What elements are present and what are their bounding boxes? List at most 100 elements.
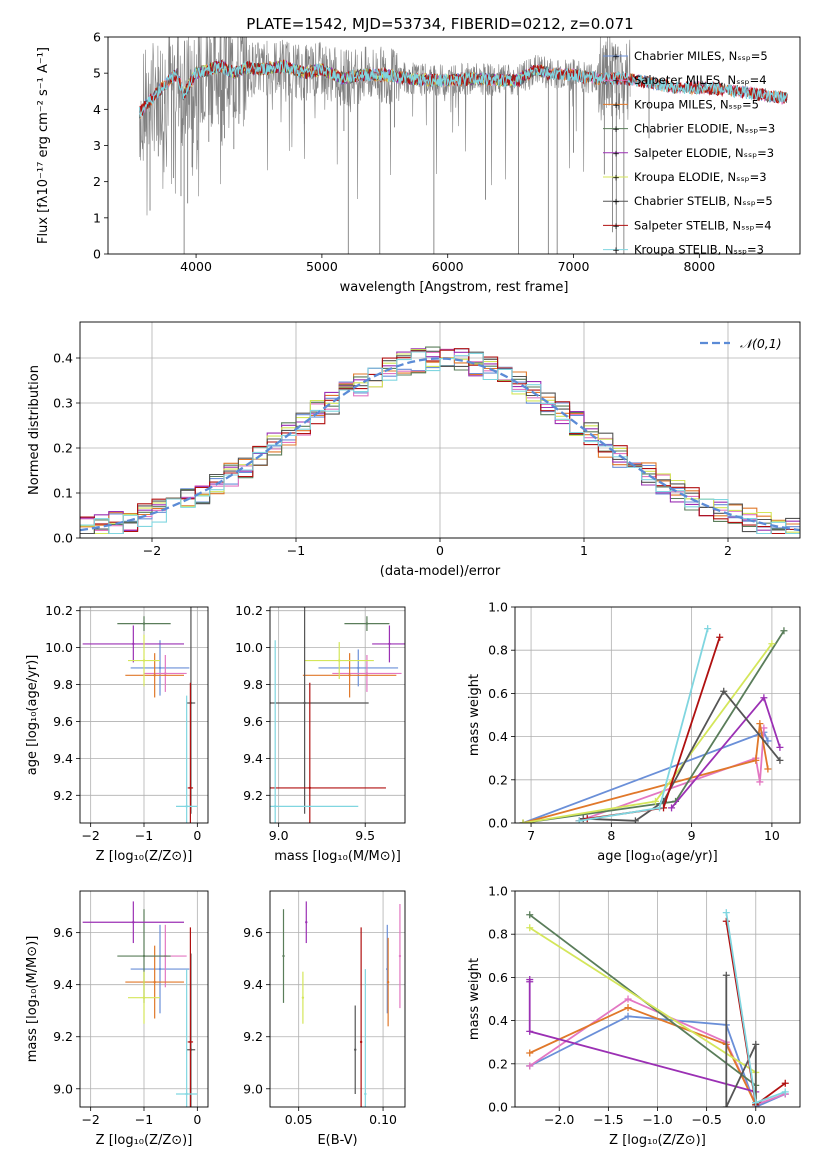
data-point-salpeter-stelib <box>359 1040 363 1044</box>
series-line-kroupa-stelib <box>579 628 709 822</box>
series-marker <box>704 625 712 633</box>
legend-marker: + <box>612 198 620 208</box>
mass-weight-vs-age-plot-area <box>519 625 788 823</box>
x-tick-label: 8000 <box>683 259 715 274</box>
y-axis-label: Flux [fλ10⁻¹⁷ erg cm⁻² s⁻¹ A⁻¹] <box>36 47 51 244</box>
legend-marker: + <box>612 101 620 111</box>
series-line-salpeter-miles <box>578 727 765 822</box>
y-tick-label: 3 <box>93 138 101 153</box>
axes-frame <box>79 321 801 539</box>
y-tick-label: 2 <box>93 174 101 189</box>
data-point-salpeter-elodie <box>132 642 135 646</box>
axes-frame <box>79 890 209 1108</box>
series-marker <box>519 819 527 823</box>
observed-spectrum <box>139 37 631 216</box>
mass-vs-ebv-panel: 0.05 0.10 9.0 9.2 9.4 9.6 E(B-V) <box>243 890 406 1148</box>
x-tick-label: 9.5 <box>355 828 375 843</box>
histogram-salpeter-miles <box>80 348 800 535</box>
y-tick-label: 10.2 <box>45 603 73 618</box>
legend-label: Chabrier MILES, Nₛₛₚ=5 <box>634 49 768 63</box>
data-point-kroupa-miles <box>153 980 156 984</box>
series-line-salpeter-elodie <box>528 979 757 1093</box>
series-line-kroupa-elodie <box>529 926 757 1105</box>
data-point-chabrier-stelib <box>303 701 306 705</box>
y-tick-label: 9.4 <box>243 751 263 766</box>
x-tick-label: −0.5 <box>691 1112 721 1127</box>
x-tick-label: −2 <box>81 828 99 843</box>
series-marker <box>631 817 639 823</box>
model-spectrum-kroupa-stelib <box>138 60 788 118</box>
age-vs-z-plot-area <box>82 607 198 823</box>
x-tick-label: −2 <box>81 1112 99 1127</box>
legend-marker: + <box>612 222 620 232</box>
spectrum-plot-area <box>138 37 788 254</box>
data-point-salpeter-elodie <box>388 642 391 646</box>
y-axis-label: age [log₁₀(age/yr)] <box>25 655 40 776</box>
legend-label: Kroupa ELODIE, Nₛₛₚ=3 <box>634 170 767 184</box>
data-point-salpeter-elodie <box>305 921 308 924</box>
series-marker <box>716 633 724 641</box>
x-tick-label: 6000 <box>432 259 464 274</box>
x-tick-label: −1.5 <box>593 1112 623 1127</box>
series-marker <box>526 911 534 919</box>
series-marker <box>624 1004 632 1012</box>
series-marker <box>722 917 730 925</box>
y-tick-label: 9.6 <box>243 714 263 729</box>
series-marker <box>776 743 784 751</box>
y-tick-label: 0.0 <box>488 1100 508 1115</box>
x-axis-label: mass [log₁₀(M/M⊙)] <box>274 849 401 864</box>
series-marker <box>526 924 534 932</box>
data-point-chabrier-elodie <box>142 622 146 625</box>
x-tick-label: 2 <box>724 543 732 558</box>
series-marker <box>722 1103 730 1107</box>
legend-marker: + <box>612 246 620 256</box>
x-tick-label: 0 <box>193 1112 201 1127</box>
series-marker <box>760 694 768 702</box>
y-tick-label: 0.1 <box>53 486 73 501</box>
normal-curve <box>80 357 800 532</box>
y-tick-label: 9.6 <box>53 925 73 940</box>
y-tick-label: 9.4 <box>243 977 263 992</box>
y-tick-label: 9.6 <box>243 925 263 940</box>
x-axis-label: Z [log₁₀(Z/Z⊙)] <box>96 1133 193 1148</box>
y-tick-label: 0.4 <box>488 729 508 744</box>
series-marker <box>624 1012 632 1020</box>
x-tick-label: 8 <box>607 828 615 843</box>
data-point-kroupa-elodie <box>142 659 146 662</box>
mass-weight-vs-z-panel: −2.0 −1.5 −1.0 −0.5 0.0 0.0 0.2 0.4 0.6 0.8 1.0 Z [… <box>467 884 801 1148</box>
series-marker <box>780 627 788 635</box>
legend-label: Kroupa STELIB, Nₛₛₚ=3 <box>634 243 764 257</box>
x-tick-label: −1 <box>135 1112 153 1127</box>
series-marker <box>752 1099 760 1107</box>
y-tick-label: 1.0 <box>488 600 508 615</box>
mass-vs-ebv-plot-area <box>282 901 402 1107</box>
y-axis-label: mass [log₁₀(M/M⊙)] <box>25 936 40 1063</box>
y-tick-label: 9.2 <box>53 1029 73 1044</box>
x-tick-label: 0 <box>436 543 444 558</box>
y-tick-label: 0.6 <box>488 686 508 701</box>
axes-frame <box>514 890 801 1108</box>
y-tick-label: 9.8 <box>53 677 73 692</box>
data-point-chabrier-elodie <box>142 954 146 958</box>
series-marker <box>768 640 776 648</box>
x-tick-label: 7000 <box>558 259 590 274</box>
histogram-salpeter-stelib <box>80 348 800 535</box>
series-marker <box>656 804 664 812</box>
y-tick-label: 0.0 <box>488 816 508 831</box>
x-tick-label: 7 <box>527 828 535 843</box>
mass-weight-vs-z-plot-area <box>526 909 789 1107</box>
x-tick-label: −1 <box>135 828 153 843</box>
axes-frame <box>269 890 406 1108</box>
age-vs-mass-panel: 9.0 9.5 9.2 9.4 9.6 9.8 10.0 10.2 mass [log₁₀(M/… <box>235 603 406 864</box>
legend-marker: + <box>612 149 620 159</box>
y-tick-label: 9.2 <box>243 1029 263 1044</box>
series-marker <box>781 1079 789 1087</box>
data-point-chabrier-miles <box>158 967 162 971</box>
legend-marker: + <box>612 174 620 184</box>
y-tick-label: 0.0 <box>53 531 73 546</box>
y-tick-label: 0.2 <box>488 772 508 787</box>
series-marker <box>764 737 772 745</box>
x-axis-label: age [log₁₀(age/yr)] <box>597 849 718 864</box>
y-tick-label: 9.2 <box>53 788 73 803</box>
legend-marker: + <box>612 125 620 135</box>
